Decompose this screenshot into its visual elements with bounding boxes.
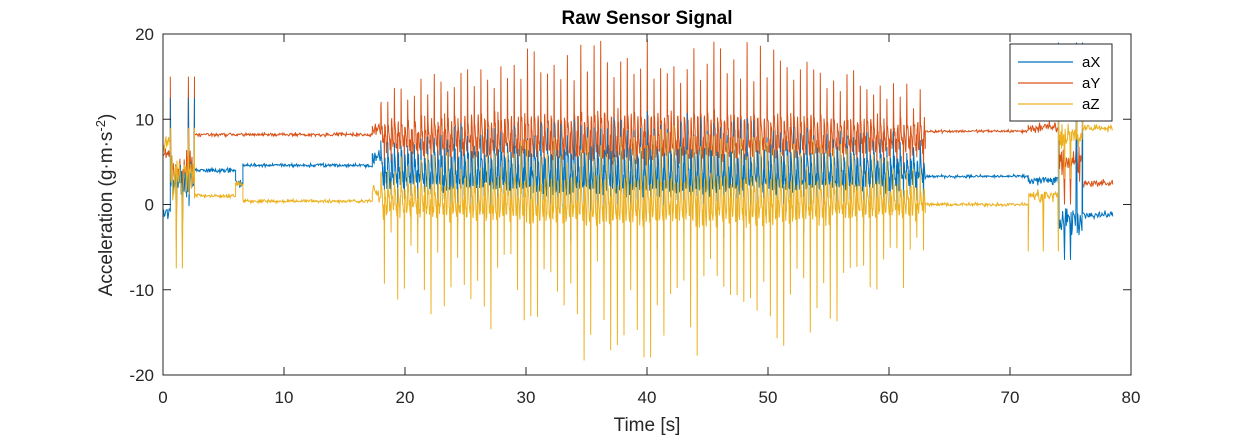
series-layer [163, 39, 1114, 361]
legend-label-aX: aX [1082, 54, 1100, 71]
y-axis-label-sup: -2 [93, 120, 108, 132]
y-axis-label-tail: ) [96, 114, 117, 120]
ticks-layer: 0 10 20 30 40 50 60 70 80 -20 -10 0 10 20 [129, 25, 1140, 407]
y-tick-label: -20 [129, 366, 154, 385]
legend: aX aY aZ [1009, 43, 1113, 122]
x-tick-label: 70 [1001, 388, 1020, 407]
series-line-aY [163, 39, 1114, 239]
plot-frame [162, 33, 1132, 376]
x-tick-label: 60 [880, 388, 899, 407]
x-tick-label: 20 [396, 388, 415, 407]
y-tick-label: 0 [145, 196, 154, 215]
x-tick-label: 10 [275, 388, 294, 407]
legend-label-aZ: aZ [1082, 96, 1100, 113]
y-tick-label: 20 [135, 25, 154, 44]
series-line-aZ [163, 119, 1113, 361]
series-line-aX [163, 42, 1114, 260]
x-tick-label: 40 [638, 388, 657, 407]
y-axis-label-main: Acceleration (g·m·s [96, 132, 117, 297]
y-tick-label: -10 [129, 281, 154, 300]
y-tick-label: 10 [135, 110, 154, 129]
x-axis-label: Time [s] [614, 415, 681, 436]
x-tick-label: 80 [1122, 388, 1141, 407]
x-tick-label: 30 [517, 388, 536, 407]
x-tick-label: 0 [158, 388, 167, 407]
y-axis-label: Acceleration (g·m·s-2) [93, 114, 117, 297]
chart-title: Raw Sensor Signal [561, 8, 732, 29]
x-tick-label: 50 [759, 388, 778, 407]
legend-label-aY: aY [1082, 75, 1100, 92]
